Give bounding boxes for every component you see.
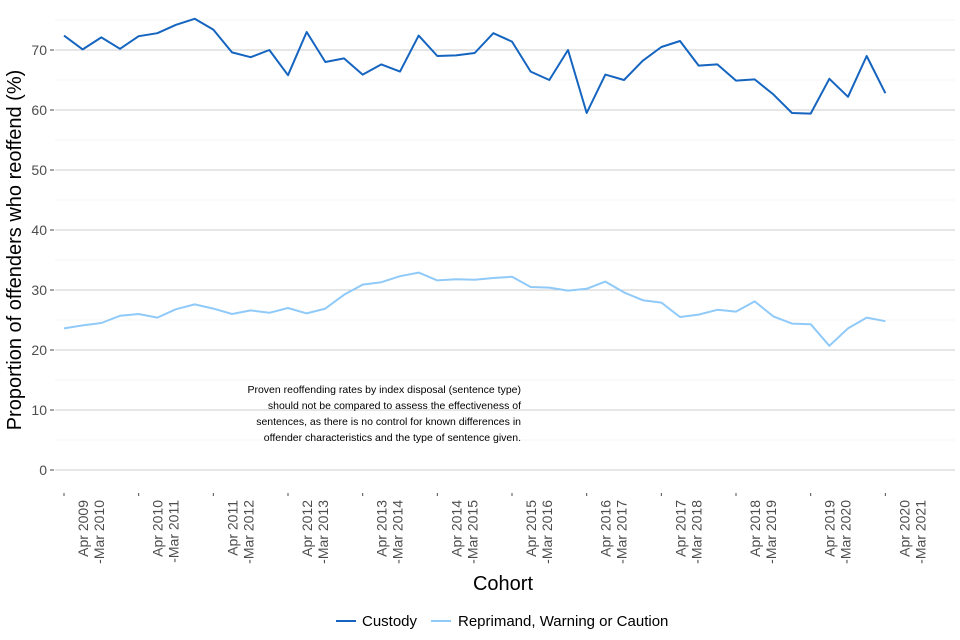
x-tick-label-line-1: Apr 2016 bbox=[598, 500, 614, 557]
legend-label-reprimand: Reprimand, Warning or Caution bbox=[458, 613, 668, 630]
x-tick-label-line-1: Apr 2013 bbox=[374, 500, 390, 557]
x-tick-label-line-2: -Mar 2012 bbox=[240, 500, 256, 564]
x-tick-label-line-1: Apr 2009 bbox=[75, 500, 91, 557]
y-axis-ticks: 0 10 20 30 40 50 60 70 bbox=[31, 42, 54, 478]
x-tick-label: Apr 2012 -Mar 2013 bbox=[299, 500, 331, 564]
x-tick-label-line-1: Apr 2010 bbox=[150, 500, 166, 557]
x-tick-label: Apr 2017 -Mar 2018 bbox=[672, 500, 704, 564]
x-tick-label-line-2: -Mar 2010 bbox=[91, 500, 107, 564]
x-tick-label-line-1: Apr 2015 bbox=[523, 500, 539, 557]
annotation-line-1: Proven reoffending rates by index dispos… bbox=[247, 384, 521, 396]
x-tick-label-line-2: -Mar 2015 bbox=[464, 500, 480, 564]
x-tick-label-line-1: Apr 2019 bbox=[822, 500, 838, 557]
x-tick-label: Apr 2014 -Mar 2015 bbox=[448, 500, 480, 564]
annotation-line-3: sentences, as there is no control for kn… bbox=[256, 416, 521, 428]
y-tick-label: 20 bbox=[31, 342, 47, 358]
x-tick-label: Apr 2020 -Mar 2021 bbox=[896, 500, 928, 564]
x-tick-label: Apr 2010 -Mar 2011 bbox=[150, 500, 182, 563]
annotation-line-2: should not be compared to assess the eff… bbox=[268, 400, 521, 412]
x-tick-label: Apr 2011 -Mar 2012 bbox=[224, 500, 256, 564]
x-tick-label-line-2: -Mar 2016 bbox=[539, 500, 555, 564]
x-tick-label: Apr 2018 -Mar 2019 bbox=[747, 500, 779, 564]
x-tick-label: Apr 2013 -Mar 2014 bbox=[374, 500, 406, 564]
chart-annotation: Proven reoffending rates by index dispos… bbox=[247, 384, 521, 444]
x-axis-ticks: Apr 2009 -Mar 2010 Apr 2010 -Mar 2011 Apr 20… bbox=[63, 493, 928, 564]
x-tick-label-line-1: Apr 2018 bbox=[747, 500, 763, 557]
x-tick-label: Apr 2009 -Mar 2010 bbox=[75, 500, 107, 564]
x-tick-label-line-1: Apr 2011 bbox=[224, 500, 240, 556]
x-tick-label-line-2: -Mar 2014 bbox=[390, 500, 406, 564]
x-tick-label-line-2: -Mar 2013 bbox=[315, 500, 331, 564]
y-tick-label: 0 bbox=[39, 462, 47, 478]
series-line-reprimand-warning-caution bbox=[63, 271, 886, 347]
y-tick-label: 70 bbox=[31, 42, 47, 58]
major-gridlines bbox=[55, 49, 955, 471]
x-tick-label-line-1: Apr 2020 bbox=[896, 500, 912, 557]
x-tick-label: Apr 2015 -Mar 2016 bbox=[523, 500, 555, 564]
x-axis-title: Cohort bbox=[473, 573, 533, 595]
y-axis-title: Proportion of offenders who reoffend (%) bbox=[4, 70, 26, 431]
legend: Custody Reprimand, Warning or Caution bbox=[336, 613, 668, 630]
legend-label-custody: Custody bbox=[362, 613, 418, 630]
x-tick-label-line-2: -Mar 2011 bbox=[166, 500, 182, 563]
x-tick-label-line-1: Apr 2012 bbox=[299, 500, 315, 557]
y-tick-label: 60 bbox=[31, 102, 47, 118]
x-tick-label-line-2: -Mar 2020 bbox=[838, 500, 854, 564]
minor-gridlines bbox=[55, 19, 955, 441]
y-tick-label: 30 bbox=[31, 282, 47, 298]
x-tick-label-line-1: Apr 2014 bbox=[448, 500, 464, 557]
series-line-custody bbox=[63, 17, 887, 115]
annotation-line-4: offender characteristics and the type of… bbox=[264, 432, 521, 444]
x-tick-label: Apr 2016 -Mar 2017 bbox=[598, 500, 630, 564]
x-tick-label: Apr 2019 -Mar 2020 bbox=[822, 500, 854, 564]
x-tick-label-line-2: -Mar 2017 bbox=[614, 500, 630, 564]
y-tick-label: 40 bbox=[31, 222, 47, 238]
x-tick-label-line-1: Apr 2017 bbox=[672, 500, 688, 557]
x-tick-label-line-2: -Mar 2018 bbox=[688, 500, 704, 564]
y-tick-label: 10 bbox=[31, 402, 47, 418]
x-tick-label-line-2: -Mar 2021 bbox=[912, 500, 928, 564]
y-tick-label: 50 bbox=[31, 162, 47, 178]
series-lines bbox=[63, 17, 887, 347]
x-tick-label-line-2: -Mar 2019 bbox=[763, 500, 779, 564]
